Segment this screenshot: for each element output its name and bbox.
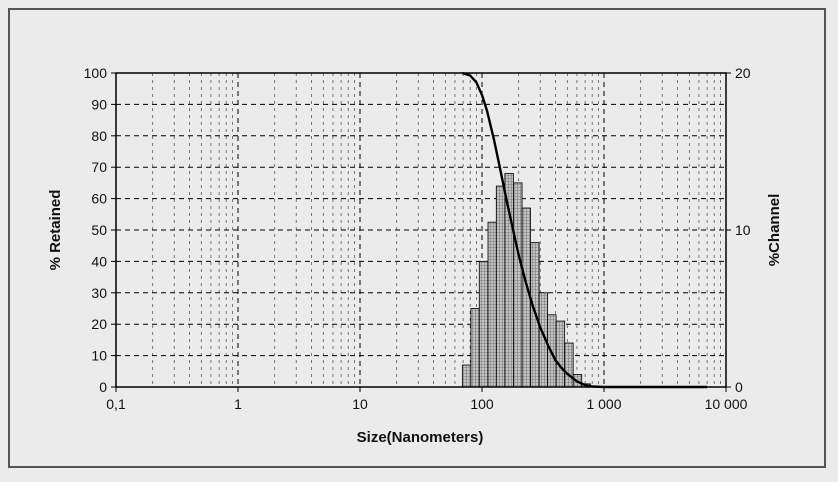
grid [115,72,726,388]
y-tick-label: 0 [99,379,107,395]
y2-tick-label: 20 [735,65,751,81]
histogram-bars [461,173,591,388]
y-tick-label: 70 [91,159,107,175]
histogram-bar [513,182,523,388]
histogram-bar [504,173,514,388]
histogram-bar [470,308,480,388]
y-tick-label: 50 [91,222,107,238]
y-tick-label: 10 [91,348,107,364]
y2-tick-label: 0 [735,379,743,395]
x-tick-label: 100 [470,396,494,412]
histogram-bar [495,185,506,388]
histogram-bar [461,364,472,388]
y-tick-label: 40 [91,253,107,269]
y-tick-label: 60 [91,191,107,207]
histogram-bar [478,260,489,388]
x-tick-label: 10 000 [705,396,748,412]
x-tick-label: 10 [352,396,368,412]
x-tick-label: 1 000 [586,396,621,412]
y-tick-label: 80 [91,128,107,144]
y-tick-label: 90 [91,96,107,112]
y-tick-label: 20 [91,316,107,332]
chart-frame [8,8,826,468]
y2-axis-title: %Channel [766,194,783,267]
y2-tick-labels: 0 10 20 [726,65,751,395]
x-tick-labels: 0,1 1 10 100 1 000 10 000 [106,387,748,412]
x-axis-title: Size(Nanometers) [357,429,484,446]
x-tick-label: 1 [234,396,242,412]
histogram-bar [564,342,574,388]
y-tick-label: 100 [84,65,108,81]
y-axis-title: % Retained [47,190,64,271]
histogram-bar [555,320,566,388]
y2-tick-label: 10 [735,222,751,238]
histogram-bar [487,221,497,388]
x-tick-label: 0,1 [106,396,126,412]
retained-curve [461,71,708,389]
y-tick-label: 30 [91,285,107,301]
y-tick-labels: 0 10 20 30 40 50 60 70 80 90 100 [84,65,116,395]
